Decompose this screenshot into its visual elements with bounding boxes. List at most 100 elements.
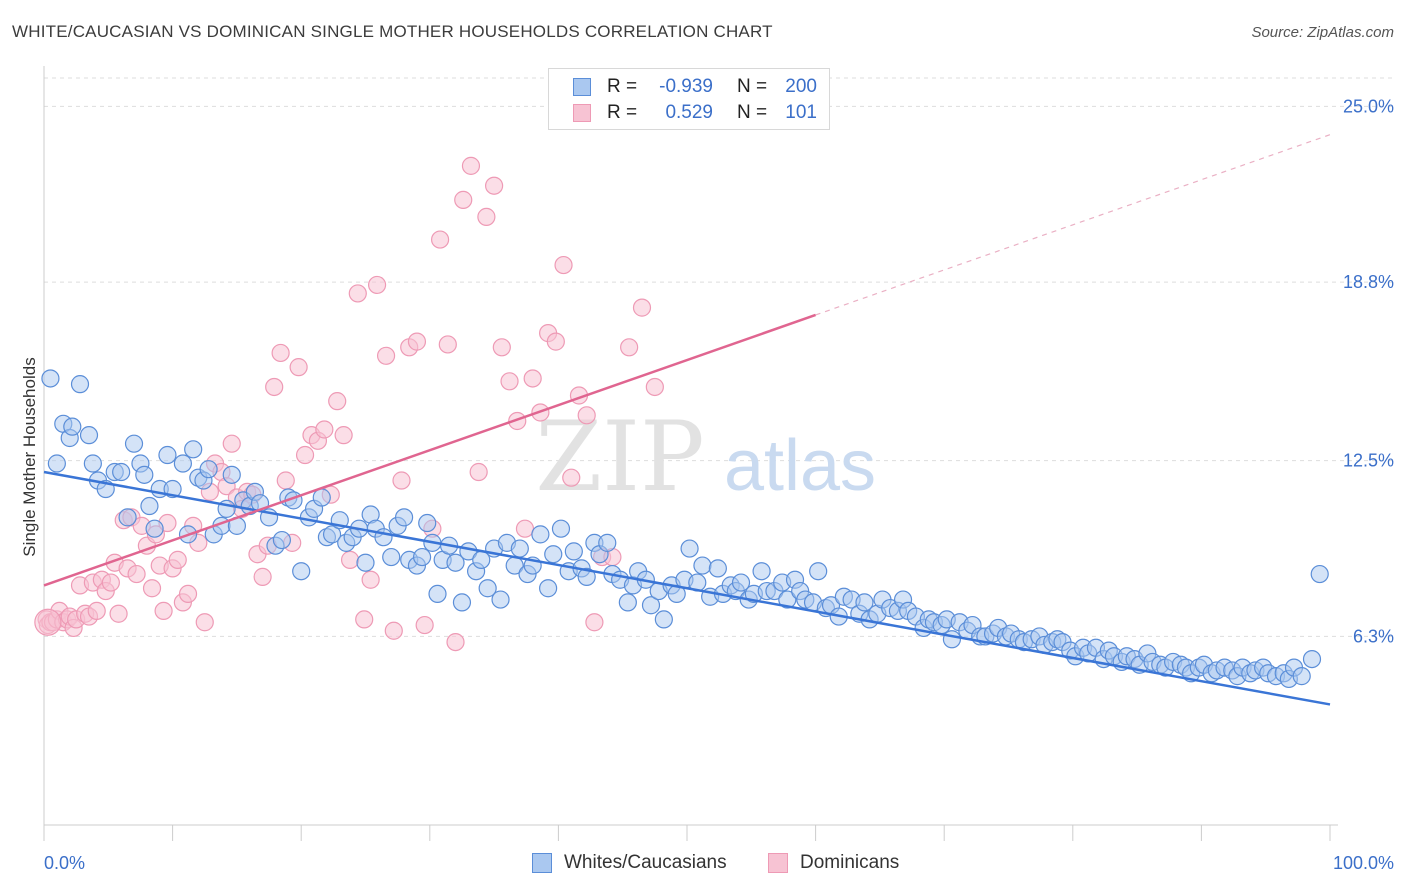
- dominicans-point: [554, 255, 573, 275]
- legend-n-label: N =: [737, 76, 768, 97]
- whites-point: [124, 434, 144, 453]
- dominicans-point: [87, 601, 106, 621]
- y-tick-label: 6.3%: [1353, 626, 1394, 646]
- y-tick-label: 25.0%: [1343, 96, 1394, 116]
- legend-n-value: 200: [785, 76, 817, 97]
- dominicans-point: [367, 275, 387, 295]
- legend-swatch-dominicans: [573, 104, 591, 122]
- whites-point: [428, 584, 447, 604]
- whites-point: [598, 533, 617, 552]
- dominicans-point: [265, 377, 284, 397]
- dominicans-trend-extension: [815, 134, 1331, 316]
- legend-swatch-dominicans: [768, 853, 788, 873]
- whites-point: [531, 525, 550, 544]
- watermark-atlas: atlas: [724, 426, 876, 506]
- whites-point: [418, 513, 437, 533]
- dominicans-point: [523, 369, 542, 388]
- watermark-zip: ZIP: [535, 401, 704, 513]
- whites-point: [1302, 649, 1322, 669]
- whites-point: [855, 593, 874, 612]
- dominicans-point: [109, 604, 128, 623]
- dominicans-point: [127, 564, 146, 584]
- whites-point: [731, 573, 751, 592]
- legend-r-value: 0.529: [665, 102, 713, 123]
- whites-point: [641, 596, 661, 615]
- whites-point: [394, 508, 414, 527]
- whites-point: [412, 547, 432, 567]
- x-tick-label: 0.0%: [44, 853, 85, 873]
- whites-point: [693, 556, 712, 575]
- legend-r-value: -0.939: [659, 76, 713, 97]
- dominicans-point: [168, 550, 187, 569]
- legend-label-whites: Whites/Caucasians: [564, 852, 727, 873]
- whites-point: [118, 508, 137, 527]
- whites-point: [382, 547, 401, 567]
- dominicans-point: [328, 392, 347, 411]
- dominicans-point: [407, 332, 427, 351]
- dominicans-point: [348, 284, 367, 303]
- legend-r-label: R =: [607, 76, 638, 97]
- dominicans-point: [355, 610, 374, 629]
- dominicans-point: [446, 632, 465, 652]
- whites-point: [173, 454, 192, 473]
- gridlines: [44, 77, 1394, 637]
- whites-point: [112, 462, 131, 482]
- whites-point: [356, 553, 375, 572]
- whites-point: [135, 465, 154, 484]
- whites-point: [680, 539, 699, 558]
- dominicans-point: [222, 434, 241, 453]
- watermark: ZIP atlas: [535, 401, 876, 513]
- whites-point: [322, 525, 342, 544]
- dominicans-point: [500, 372, 519, 391]
- dominicans-point: [101, 573, 120, 592]
- legend-n-value: 101: [785, 102, 817, 123]
- series-legend: Whites/Caucasians Dominicans: [0, 852, 1406, 876]
- dominicans-point: [620, 338, 639, 357]
- dominicans-point: [515, 519, 535, 538]
- dominicans-point: [376, 346, 396, 365]
- whites-point: [83, 454, 102, 473]
- whites-point: [1292, 667, 1311, 686]
- whites-point: [452, 593, 472, 612]
- x-tick-label: 100.0%: [1333, 853, 1394, 873]
- dominicans-point: [645, 377, 664, 397]
- dominicans-point: [295, 445, 315, 465]
- whites-point: [312, 488, 331, 507]
- whites-point: [510, 539, 529, 558]
- legend-r-label: R =: [607, 102, 638, 123]
- dominicans-point: [154, 601, 173, 621]
- dominicans-point: [315, 420, 334, 439]
- whites-point: [618, 593, 637, 612]
- axes: [43, 66, 1338, 841]
- trend-lines: [43, 134, 1331, 706]
- legend-row-whites: R = -0.939 N = 200: [573, 76, 817, 98]
- dominicans-point: [178, 584, 198, 604]
- whites-point: [446, 553, 465, 572]
- whites-point: [222, 465, 241, 484]
- tick-labels: 6.3% 12.5% 18.8% 25.0% 0.0% 100.0%: [44, 96, 1394, 873]
- whites-point: [41, 369, 60, 388]
- dominicans-point: [392, 471, 411, 490]
- whites-point: [551, 519, 571, 538]
- source-label: Source: ZipAtlas.com: [1251, 24, 1394, 41]
- whites-point: [708, 559, 727, 578]
- dominicans-point: [276, 471, 295, 490]
- whites-point: [491, 590, 510, 609]
- whites-point: [47, 454, 66, 473]
- dominicans-point: [438, 335, 457, 354]
- dominicans-point: [334, 426, 353, 445]
- dominicans-point: [585, 613, 604, 632]
- dominicans-point: [340, 550, 360, 569]
- legend-swatch-whites: [573, 78, 591, 96]
- whites-point: [778, 590, 797, 609]
- legend-label-dominicans: Dominicans: [800, 852, 900, 873]
- legend-item-whites: Whites/Caucasians: [532, 852, 727, 874]
- whites-point: [752, 562, 771, 581]
- dominicans-point: [477, 207, 496, 226]
- dominicans-point: [253, 567, 272, 586]
- legend-n-label: N =: [737, 102, 768, 123]
- whites-point: [942, 630, 962, 649]
- dominicans-point: [289, 358, 308, 377]
- dominicans-point: [142, 579, 162, 598]
